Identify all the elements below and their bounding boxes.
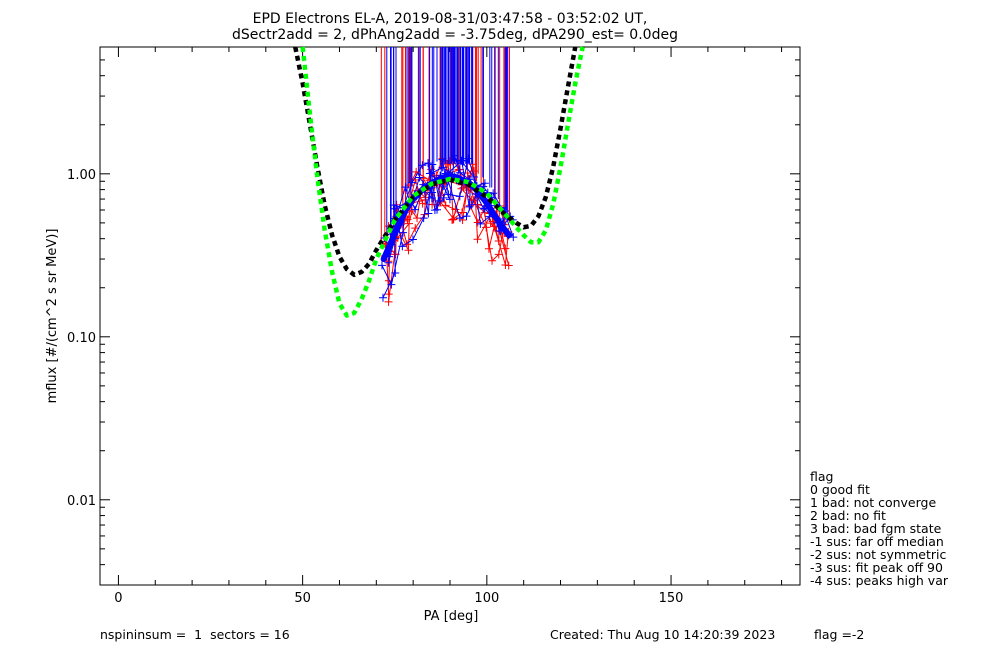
data-point [377, 261, 386, 270]
data-point [445, 195, 454, 204]
data-point [457, 156, 466, 165]
y-tick-label: 0.01 [67, 494, 96, 509]
data-point [415, 173, 424, 182]
data-point [424, 159, 433, 168]
x-axis-label: PA [deg] [424, 609, 479, 624]
data-point [444, 190, 453, 199]
data-point [404, 246, 413, 255]
chart-title-line2: dSectr2add = 2, dPhAng2add = -3.75deg, d… [232, 27, 678, 43]
data-point [456, 168, 465, 177]
data-point [398, 242, 407, 251]
x-tick-label: 50 [294, 591, 311, 606]
data-point [387, 280, 396, 289]
data-point [438, 163, 447, 172]
footer-flag: flag =-2 [814, 627, 864, 642]
data-point [424, 209, 433, 218]
data-point [384, 290, 393, 299]
data-point [398, 228, 407, 237]
data-point [390, 204, 399, 213]
x-tick-label: 150 [659, 591, 684, 606]
series-blue-dense [380, 47, 512, 263]
flag-legend-item: 1 bad: not converge [810, 495, 936, 510]
data-point [384, 258, 393, 267]
data-point [480, 179, 489, 188]
data-point [455, 214, 464, 223]
median-profile [380, 172, 512, 263]
data-point [402, 240, 411, 249]
data-point [378, 293, 387, 302]
profile-line [386, 159, 505, 254]
data-point [458, 208, 467, 217]
flag-legend-item: -1 sus: far off median [810, 534, 944, 549]
data-point [433, 205, 442, 214]
flag-legend-item: -4 sus: peaks high var [810, 573, 949, 588]
data-point [501, 244, 510, 253]
data-point [384, 297, 393, 306]
data-point [494, 250, 503, 259]
data-point [411, 205, 420, 214]
data-point [476, 219, 485, 228]
data-point [488, 256, 497, 265]
x-tick-label: 0 [114, 591, 122, 606]
data-point [418, 161, 427, 170]
axis-ticks: 0 50 100 150 0.01 0.10 1.00 [67, 46, 800, 606]
data-point [419, 214, 428, 223]
data-point [435, 196, 444, 205]
fit-curve-black [293, 46, 578, 278]
data-point [465, 202, 474, 211]
data-point [489, 189, 498, 198]
data-point [403, 215, 412, 224]
flag-legend-title: flag [810, 469, 833, 484]
flag-legend-item: 3 bad: bad fgm state [810, 521, 942, 536]
data-point [426, 169, 435, 178]
data-point [411, 224, 420, 233]
flag-legend-item: 0 good fit [810, 482, 870, 497]
flag-legend: flag 0 good fit 1 bad: not converge 2 ba… [810, 469, 949, 588]
footer-created: Created: Thu Aug 10 14:20:39 2023 [550, 627, 775, 642]
flag-legend-item: 2 bad: no fit [810, 508, 886, 523]
fit-curve-green [300, 46, 585, 318]
data-point [484, 244, 493, 253]
y-axis-label: mflux [#/(cm^2 s sr MeV)] [45, 229, 60, 404]
plot-frame [99, 46, 801, 586]
data-point [408, 235, 417, 244]
x-tick-label: 100 [474, 591, 499, 606]
data-point [391, 269, 400, 278]
data-point [504, 261, 513, 270]
flag-legend-item: -2 sus: not symmetric [810, 547, 946, 562]
footer-sector-info: nspininsum = 1 sectors = 16 [100, 627, 290, 642]
data-point [439, 193, 448, 202]
y-tick-label: 1.00 [67, 168, 96, 183]
chart-title-line1: EPD Electrons EL-A, 2019-08-31/03:47:58 … [253, 11, 648, 27]
data-point [473, 235, 482, 244]
y-tick-label: 0.10 [67, 331, 96, 346]
data-point [455, 192, 464, 201]
flag-legend-item: -3 sus: fit peak off 90 [810, 560, 943, 575]
data-point [462, 212, 471, 221]
series-layer [293, 46, 585, 318]
data-point [401, 183, 410, 192]
data-point [449, 215, 458, 224]
data-point [479, 204, 488, 213]
